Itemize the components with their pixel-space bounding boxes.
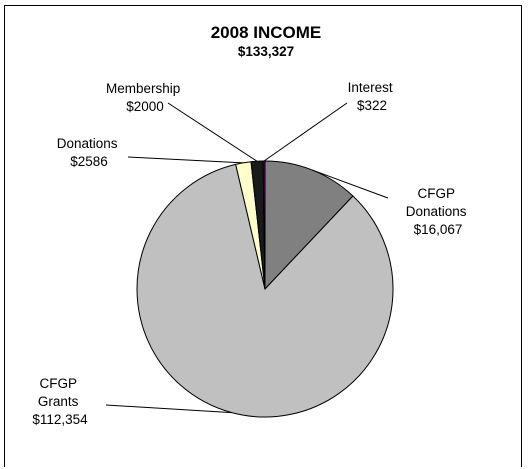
leader-line-cfgp-donations — [312, 169, 389, 199]
leader-line-cfgp-grants — [105, 404, 232, 414]
leader-line-membership — [167, 102, 258, 162]
slice-label-donations: Donations $2586 — [57, 136, 122, 169]
slice-label-membership: Membership $2000 — [106, 81, 184, 114]
leader-line-donations — [127, 156, 244, 164]
pie-slice-interest — [262, 160, 266, 290]
leader-line-interest — [263, 102, 348, 162]
slice-label-cfgp-donations: CFGP Donations $16,067 — [406, 186, 471, 237]
leader-lines — [105, 102, 389, 414]
pie-slice-cfgp-donations — [264, 160, 354, 291]
slice-label-cfgp-grants: CFGP Grants $112,354 — [32, 376, 88, 427]
slice-label-interest: Interest $322 — [348, 80, 397, 113]
pie-slice-cfgp-grants — [136, 163, 394, 418]
chart-frame — [4, 5, 522, 467]
chart-subtitle: $133,327 — [238, 44, 294, 59]
pie-slices — [136, 160, 394, 418]
chart-title: 2008 INCOME — [211, 23, 322, 42]
